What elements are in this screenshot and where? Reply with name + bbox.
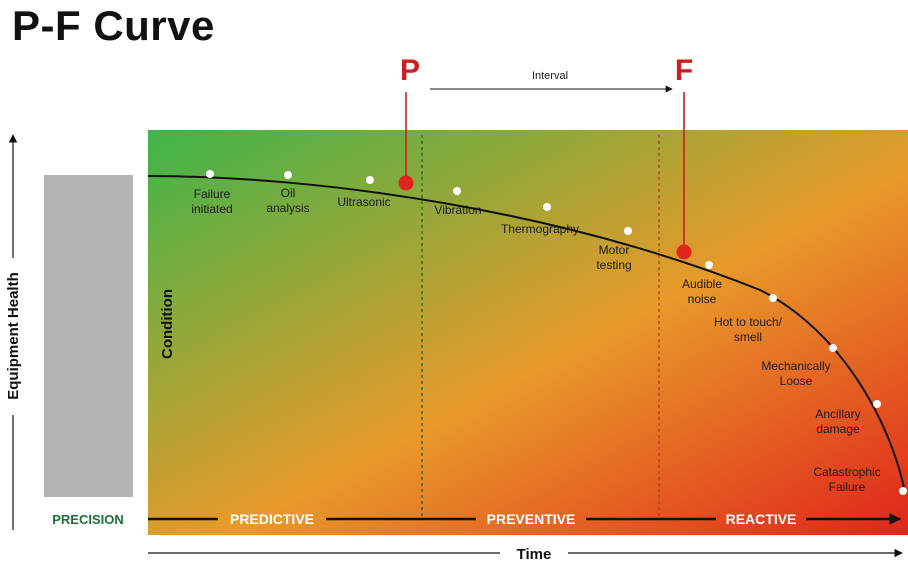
stage-label: Ultrasonic: [337, 195, 390, 209]
y-axis-label: Equipment Health: [5, 272, 22, 400]
stage-label: Failure: [829, 480, 866, 494]
interval-label: Interval: [532, 70, 568, 82]
stage-label: Failure: [194, 187, 231, 201]
stage-label: Motor: [599, 243, 630, 257]
stage-label: Ancillary: [815, 407, 860, 421]
page-title: P-F Curve: [12, 2, 215, 49]
stage-label: analysis: [266, 201, 309, 215]
precision-label: PRECISION: [52, 512, 124, 527]
stage-label: smell: [734, 330, 762, 344]
stage-dot: [873, 400, 881, 408]
stage-dot: [206, 170, 214, 178]
stage-dot: [705, 261, 713, 269]
stage-label: noise: [688, 292, 717, 306]
stage-dot: [899, 487, 907, 495]
precision-bar: [44, 175, 133, 497]
stage-dot: [366, 176, 374, 184]
phase-reactive: REACTIVE: [726, 511, 797, 527]
stage-label: Hot to touch/: [714, 315, 783, 329]
condition-label: Condition: [159, 289, 176, 359]
stage-dot: [769, 294, 777, 302]
stage-label: Vibration: [434, 203, 481, 217]
stage-label: testing: [596, 258, 631, 272]
f-label: F: [675, 54, 693, 87]
stage-label: Mechanically: [761, 359, 830, 373]
stage-label: Audible: [682, 277, 722, 291]
p-point: [398, 175, 414, 191]
phase-preventive: PREVENTIVE: [487, 511, 576, 527]
phase-predictive: PREDICTIVE: [230, 511, 314, 527]
stage-label: Oil: [281, 186, 296, 200]
stage-label: damage: [816, 422, 860, 436]
stage-dot: [284, 171, 292, 179]
stage-dot: [829, 344, 837, 352]
stage-label: Thermography: [501, 222, 579, 236]
stage-dot: [624, 227, 632, 235]
condition-gradient-panel: [148, 130, 908, 535]
stage-label: initiated: [191, 202, 232, 216]
stage-label: Loose: [780, 374, 813, 388]
stage-label: Catastrophic: [813, 465, 880, 479]
stage-dot: [453, 187, 461, 195]
pf-curve: [147, 175, 906, 493]
x-axis-label: Time: [517, 546, 552, 563]
stage-dot: [543, 203, 551, 211]
f-point: [676, 244, 692, 260]
p-label: P: [400, 54, 420, 87]
